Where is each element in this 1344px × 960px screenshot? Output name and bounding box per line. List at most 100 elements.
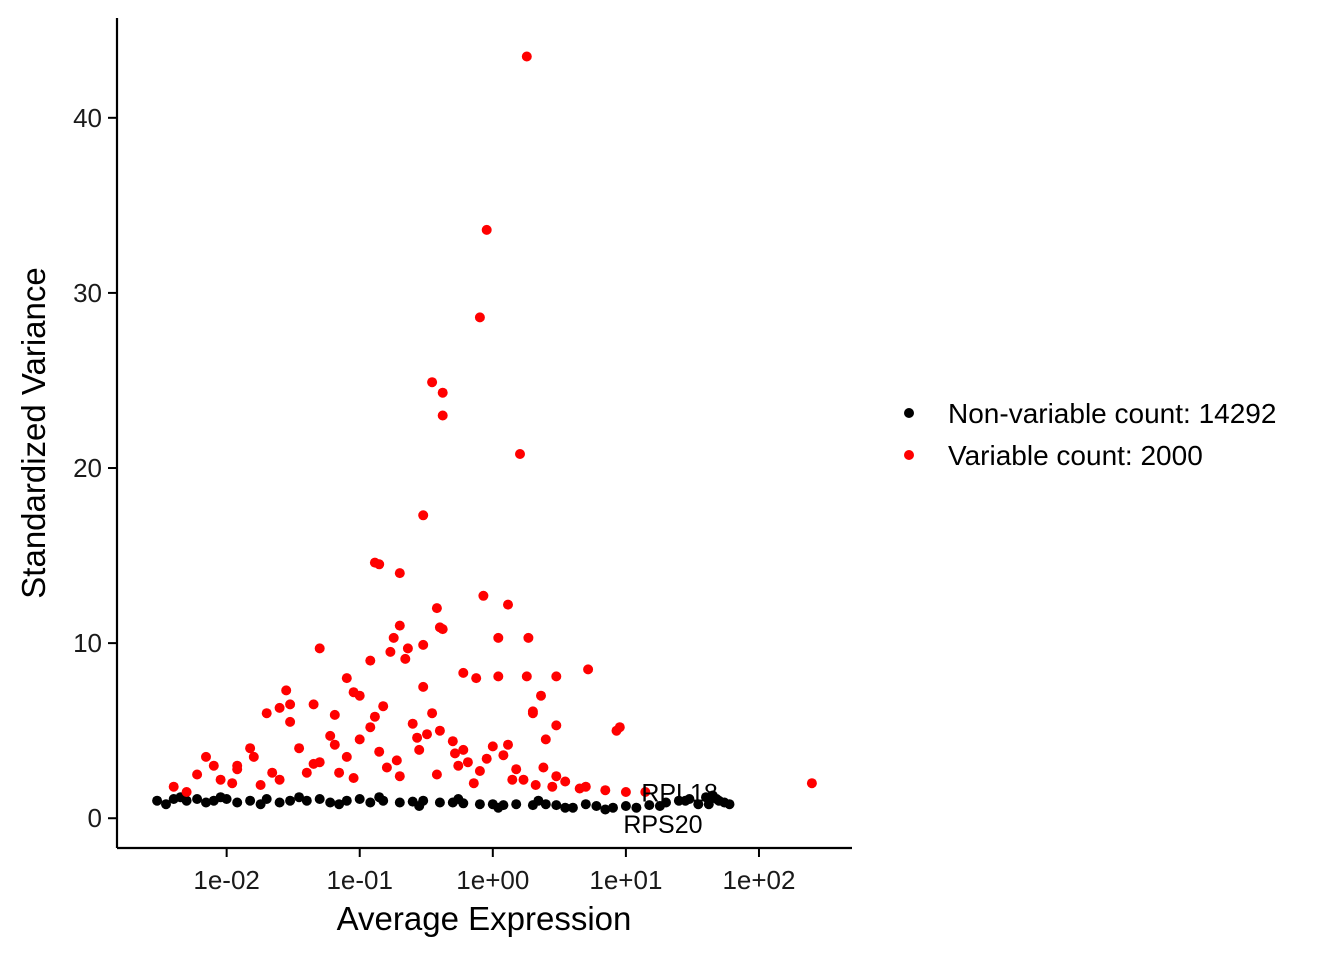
annotation-rpl18: RPL18 bbox=[641, 779, 717, 807]
x-axis-ticks: 1e-02 1e-01 1e+00 1e+01 1e+02 bbox=[193, 848, 795, 895]
non-variable-point bbox=[680, 795, 691, 806]
y-tick-label: 0 bbox=[88, 803, 102, 833]
non-variable-point bbox=[274, 797, 285, 808]
variable-point bbox=[385, 646, 396, 657]
variable-point bbox=[215, 774, 226, 785]
variable-point bbox=[471, 673, 482, 684]
variable-point bbox=[523, 632, 534, 643]
legend-key-variable bbox=[904, 450, 914, 460]
annotation-rps20: RPS20 bbox=[623, 811, 702, 839]
variable-point bbox=[325, 730, 336, 741]
variable-point bbox=[418, 639, 429, 650]
variable-point bbox=[394, 620, 405, 631]
non-variable-point bbox=[201, 797, 211, 808]
variable-point bbox=[374, 746, 385, 757]
non-variable-point bbox=[474, 799, 485, 810]
variable-point bbox=[407, 718, 418, 729]
variable-point bbox=[294, 743, 305, 754]
variable-point bbox=[181, 787, 192, 797]
variable-point bbox=[365, 722, 376, 733]
variable-point bbox=[261, 708, 272, 719]
variable-point bbox=[354, 734, 365, 745]
variable-point bbox=[391, 755, 402, 766]
variable-point bbox=[281, 685, 292, 696]
variable-point bbox=[394, 771, 405, 782]
variable-point bbox=[274, 774, 285, 785]
variable-point bbox=[329, 709, 340, 720]
non-variable-point bbox=[533, 795, 544, 806]
variable-point bbox=[274, 702, 285, 713]
variable-point bbox=[493, 632, 504, 643]
variable-point bbox=[427, 377, 438, 388]
variable-point bbox=[418, 681, 429, 692]
non-variable-point bbox=[654, 801, 665, 811]
variable-point bbox=[248, 751, 259, 762]
variable-point bbox=[481, 753, 492, 764]
non-variable-point bbox=[192, 794, 203, 804]
non-variable-point bbox=[255, 799, 266, 810]
non-variable-point bbox=[285, 795, 296, 806]
variable-point bbox=[267, 767, 278, 778]
variable-point bbox=[192, 769, 203, 780]
variable-point bbox=[583, 664, 594, 675]
non-variable-point bbox=[608, 802, 618, 813]
variable-point bbox=[329, 739, 340, 750]
variable-point bbox=[308, 699, 319, 710]
variable-point bbox=[422, 729, 432, 740]
legend-label-variable: Variable count: 2000 bbox=[948, 440, 1203, 471]
non-variable-point bbox=[414, 801, 425, 811]
y-axis-ticks: 0 10 20 30 40 bbox=[73, 103, 117, 833]
variable-point bbox=[412, 732, 423, 743]
variable-point bbox=[437, 387, 448, 398]
variable-point bbox=[354, 690, 365, 701]
non-variable-point bbox=[703, 799, 714, 810]
variable-point bbox=[462, 757, 473, 768]
variable-point bbox=[551, 771, 562, 782]
variable-point bbox=[369, 711, 380, 722]
non-variable-point bbox=[215, 792, 226, 803]
variable-point bbox=[493, 671, 504, 682]
variable-point bbox=[600, 785, 611, 796]
variable-point bbox=[285, 716, 296, 727]
y-axis-title: Standardized Variance bbox=[15, 267, 52, 598]
non-variable-point bbox=[394, 797, 405, 808]
variable-point bbox=[503, 599, 513, 610]
variable-point bbox=[232, 760, 243, 771]
variable-point bbox=[431, 603, 442, 614]
y-tick-label: 10 bbox=[73, 628, 102, 658]
x-tick-label: 1e+02 bbox=[722, 865, 795, 895]
non-variable-point bbox=[560, 802, 571, 813]
variable-point bbox=[487, 741, 498, 752]
non-variable-point bbox=[693, 799, 704, 810]
variable-point bbox=[365, 655, 376, 666]
variable-point bbox=[511, 764, 522, 775]
x-axis-title: Average Expression bbox=[337, 900, 632, 937]
variable-point bbox=[208, 760, 219, 771]
variable-point bbox=[458, 667, 469, 678]
legend: Non-variable count: 14292 Variable count… bbox=[904, 398, 1276, 471]
x-tick-label: 1e+01 bbox=[589, 865, 662, 895]
variable-point bbox=[640, 787, 651, 797]
variable-point bbox=[474, 312, 485, 323]
variable-point bbox=[381, 762, 392, 773]
variable-point bbox=[453, 760, 464, 771]
legend-label-non-variable: Non-variable count: 14292 bbox=[948, 398, 1276, 429]
non-variable-point bbox=[334, 799, 345, 810]
legend-key-non-variable bbox=[904, 408, 914, 418]
variable-point bbox=[374, 559, 385, 570]
variable-point bbox=[341, 751, 352, 762]
variable-point bbox=[334, 767, 345, 778]
variable-point bbox=[481, 224, 492, 235]
variable-point bbox=[388, 632, 399, 643]
non-variable-point bbox=[325, 797, 336, 808]
variable-point bbox=[458, 744, 469, 755]
non-variable-point bbox=[644, 800, 655, 811]
variable-point bbox=[400, 653, 411, 664]
variable-point bbox=[468, 778, 479, 789]
variable-point bbox=[437, 624, 448, 635]
non-variable-point bbox=[600, 804, 611, 815]
variable-point bbox=[285, 699, 296, 710]
variable-point bbox=[530, 780, 541, 790]
variable-point bbox=[498, 750, 509, 761]
